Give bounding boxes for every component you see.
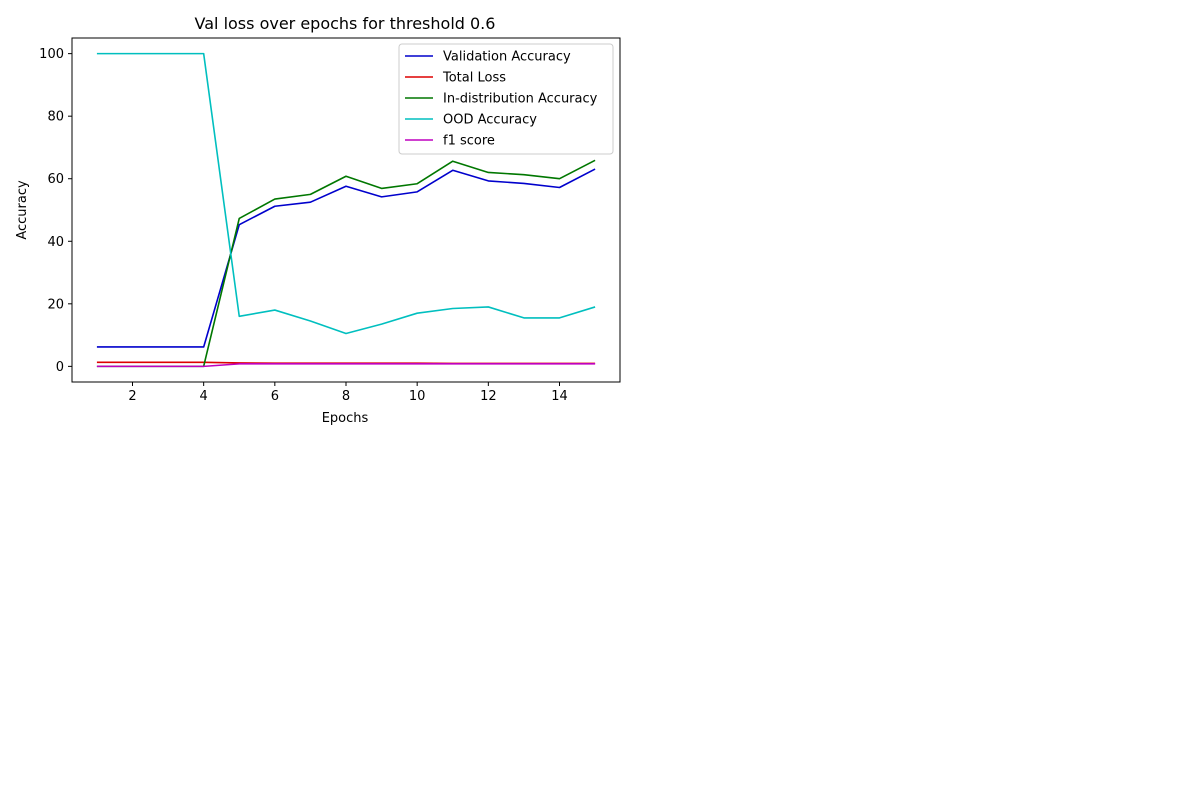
series-line-in-distribution-accuracy: [96, 159, 596, 368]
y-tick-label: 0: [56, 360, 64, 375]
y-tick-label: 20: [47, 297, 64, 312]
legend-label: f1 score: [443, 134, 495, 149]
y-axis-ticks: 0 20 40 60 80 100: [39, 47, 72, 375]
legend-label: OOD Accuracy: [443, 113, 537, 128]
series-line-validation-accuracy: [96, 168, 596, 348]
y-tick-label: 40: [47, 235, 64, 250]
x-tick-label: 12: [480, 389, 497, 404]
y-axis-label: Accuracy: [15, 180, 30, 240]
x-tick-label: 6: [271, 389, 279, 404]
series-lines: [96, 52, 596, 368]
x-axis-label: Epochs: [322, 411, 369, 426]
chart-title: Val loss over epochs for threshold 0.6: [195, 14, 496, 33]
x-tick-label: 8: [342, 389, 350, 404]
legend-box: [398, 43, 614, 155]
x-tick-label: 14: [551, 389, 568, 404]
y-tick-label: 60: [47, 172, 64, 187]
x-axis-ticks: 2 4 6 8 10 12 14: [128, 382, 568, 404]
y-tick-label: 100: [39, 47, 64, 62]
x-tick-label: 10: [409, 389, 426, 404]
legend-label: In-distribution Accuracy: [443, 92, 598, 107]
x-tick-label: 4: [200, 389, 208, 404]
legend-label: Validation Accuracy: [443, 50, 571, 65]
legend-label: Total Loss: [442, 71, 506, 86]
series-line-f1-score: [96, 363, 596, 368]
y-tick-label: 80: [47, 110, 64, 125]
x-tick-label: 2: [128, 389, 136, 404]
legend: Validation Accuracy Total Loss In-distribu…: [398, 43, 614, 155]
series-line-ood-accuracy: [96, 52, 596, 335]
